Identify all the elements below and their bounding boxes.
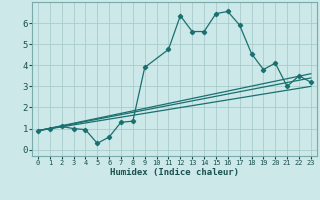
X-axis label: Humidex (Indice chaleur): Humidex (Indice chaleur) bbox=[110, 168, 239, 177]
